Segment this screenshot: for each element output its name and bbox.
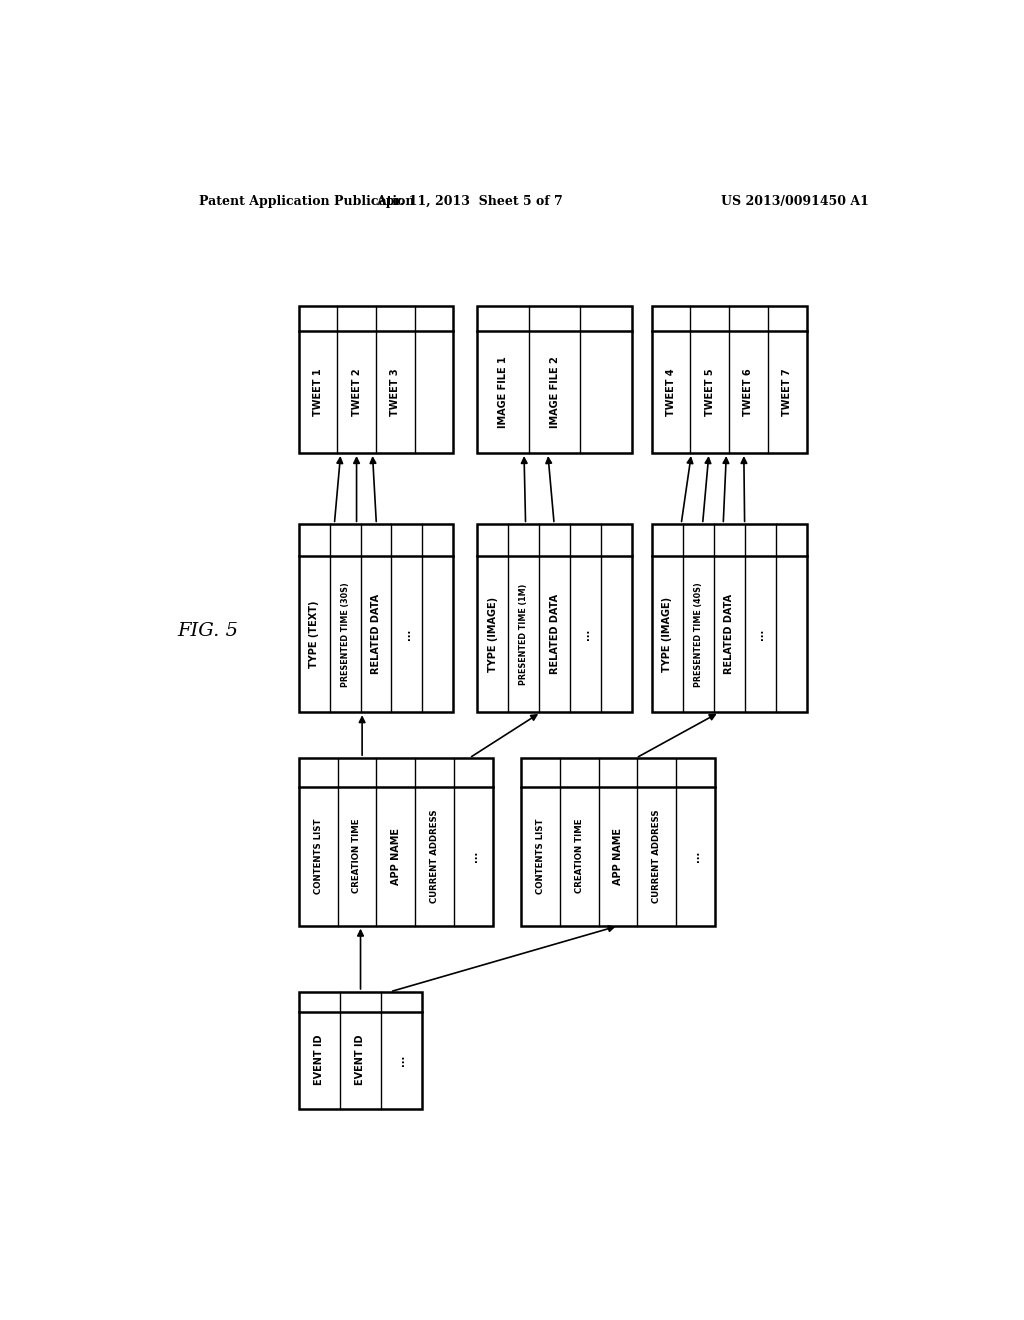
Text: ...: ... <box>469 850 478 862</box>
Text: Patent Application Publication: Patent Application Publication <box>200 194 415 207</box>
Text: ...: ... <box>396 1055 407 1065</box>
Bar <box>299 524 454 713</box>
Text: PRESENTED TIME (1M): PRESENTED TIME (1M) <box>519 583 528 685</box>
Text: CREATION TIME: CREATION TIME <box>574 818 584 894</box>
Text: Apr. 11, 2013  Sheet 5 of 7: Apr. 11, 2013 Sheet 5 of 7 <box>376 194 562 207</box>
Bar <box>652 524 807 713</box>
Text: TYPE (TEXT): TYPE (TEXT) <box>309 601 319 668</box>
Text: ...: ... <box>691 850 700 862</box>
Text: TWEET 4: TWEET 4 <box>667 368 676 416</box>
Text: TWEET 5: TWEET 5 <box>705 368 715 416</box>
Text: US 2013/0091450 A1: US 2013/0091450 A1 <box>721 194 868 207</box>
Text: EVENT ID: EVENT ID <box>355 1035 366 1085</box>
Text: CURRENT ADDRESS: CURRENT ADDRESS <box>652 809 662 903</box>
Text: PRESENTED TIME (40S): PRESENTED TIME (40S) <box>693 582 702 686</box>
Bar <box>299 991 422 1109</box>
Text: TWEET 7: TWEET 7 <box>782 368 793 416</box>
Text: TWEET 3: TWEET 3 <box>390 368 400 416</box>
Text: EVENT ID: EVENT ID <box>314 1035 325 1085</box>
Text: APP NAME: APP NAME <box>613 828 623 884</box>
Bar <box>299 306 454 453</box>
Text: RELATED DATA: RELATED DATA <box>550 594 559 675</box>
Bar <box>652 306 807 453</box>
Text: CONTENTS LIST: CONTENTS LIST <box>313 818 323 894</box>
Text: TWEET 2: TWEET 2 <box>351 368 361 416</box>
Bar <box>477 306 632 453</box>
Text: CONTENTS LIST: CONTENTS LIST <box>536 818 545 894</box>
Bar <box>521 758 715 925</box>
Text: TYPE (IMAGE): TYPE (IMAGE) <box>663 597 672 672</box>
Text: ...: ... <box>402 628 412 640</box>
Text: ...: ... <box>755 628 765 640</box>
Text: CURRENT ADDRESS: CURRENT ADDRESS <box>430 809 439 903</box>
Text: CREATION TIME: CREATION TIME <box>352 818 361 894</box>
Bar <box>477 524 632 713</box>
Text: ...: ... <box>581 628 591 640</box>
Text: FIG. 5: FIG. 5 <box>177 622 238 640</box>
Text: RELATED DATA: RELATED DATA <box>371 594 381 675</box>
Text: PRESENTED TIME (30S): PRESENTED TIME (30S) <box>341 582 349 686</box>
Text: TWEET 1: TWEET 1 <box>313 368 323 416</box>
Text: IMAGE FILE 2: IMAGE FILE 2 <box>550 356 559 428</box>
Text: IMAGE FILE 1: IMAGE FILE 1 <box>498 356 508 428</box>
Bar <box>299 758 494 925</box>
Text: TWEET 6: TWEET 6 <box>743 368 754 416</box>
Text: APP NAME: APP NAME <box>391 828 400 884</box>
Text: TYPE (IMAGE): TYPE (IMAGE) <box>487 597 498 672</box>
Text: RELATED DATA: RELATED DATA <box>724 594 734 675</box>
